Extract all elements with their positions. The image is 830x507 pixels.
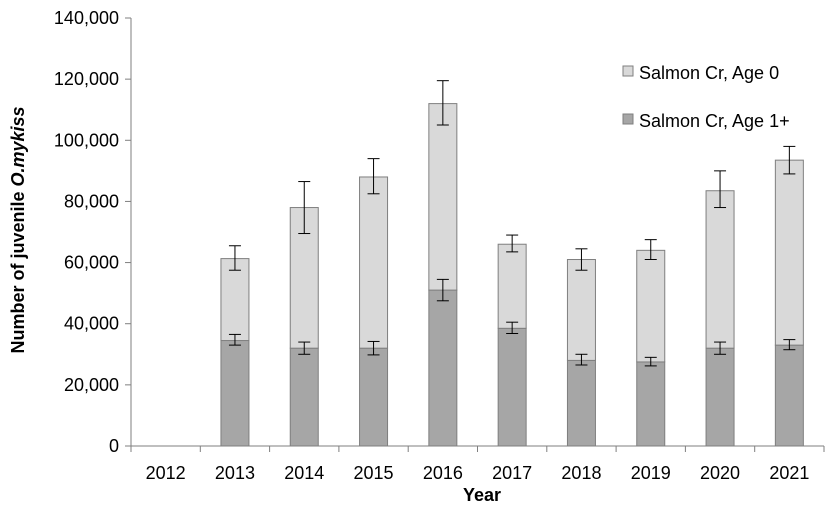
x-tick-label: 2016: [423, 463, 463, 483]
x-axis-title: Year: [463, 485, 501, 505]
y-axis-title-prefix: Number of juvenile: [8, 187, 28, 354]
bar-age-0: [220, 258, 250, 342]
error-bar: [436, 278, 449, 302]
y-ticks: 0 20,000 40,000 60,000 80,000 100,000 120,000 1…: [54, 8, 131, 456]
bar-age-0: [636, 249, 666, 363]
legend-swatch-age-0: [622, 65, 634, 77]
bar-age-0: [566, 259, 596, 361]
bar-age-1-plus: [705, 347, 735, 447]
legend-label-age-1-plus: Salmon Cr, Age 1+: [639, 111, 790, 131]
bar-age-0: [774, 159, 804, 346]
error-bar: [436, 80, 449, 126]
error-bar: [714, 341, 727, 355]
y-tick-label: 140,000: [54, 8, 119, 28]
error-bar: [367, 340, 380, 356]
error-bar: [228, 245, 241, 271]
y-tick-label: 0: [109, 436, 119, 456]
error-bar: [644, 239, 657, 261]
bar-age-0: [705, 190, 735, 349]
x-tick-label: 2014: [284, 463, 324, 483]
bar-age-0: [428, 103, 458, 291]
error-bar: [228, 333, 241, 346]
legend-label-age-0: Salmon Cr, Age 0: [639, 63, 779, 83]
bar-age-1-plus: [636, 361, 666, 447]
error-bar: [575, 353, 588, 366]
x-tick-label: 2018: [561, 463, 601, 483]
bar-age-1-plus: [566, 359, 596, 447]
y-tick-label: 100,000: [54, 130, 119, 150]
error-bar: [783, 339, 796, 351]
x-tick-label: 2019: [631, 463, 671, 483]
error-bar: [506, 321, 519, 334]
y-tick-label: 120,000: [54, 69, 119, 89]
bar-age-1-plus: [289, 347, 319, 447]
y-axis-title: Number of juvenile O.mykiss: [8, 106, 28, 353]
bar-age-0: [497, 243, 527, 329]
error-bar: [298, 341, 311, 355]
error-bar: [367, 158, 380, 195]
x-tick-label: 2015: [354, 463, 394, 483]
error-bar: [644, 356, 657, 367]
y-tick-label: 40,000: [64, 314, 119, 334]
y-tick-label: 20,000: [64, 375, 119, 395]
error-bar: [714, 170, 727, 209]
x-tick-label: 2020: [700, 463, 740, 483]
bar-age-0: [359, 176, 389, 349]
legend-swatch-age-1-plus: [622, 113, 634, 125]
x-tick-label: 2021: [769, 463, 809, 483]
error-bar: [783, 145, 796, 175]
bar-age-1-plus: [774, 344, 804, 447]
x-tick-label: 2013: [215, 463, 255, 483]
error-bars-layer: [228, 80, 796, 367]
legend: Salmon Cr, Age 0 Salmon Cr, Age 1+: [622, 63, 790, 131]
bar-age-1-plus: [497, 327, 527, 447]
y-tick-label: 60,000: [64, 253, 119, 273]
bar-age-1-plus: [359, 347, 389, 447]
x-ticks: 2012 2013 2014 2015 2016 2017 2018 2019 2020 2021: [130, 446, 825, 483]
y-tick-label: 80,000: [64, 191, 119, 211]
x-tick-label: 2017: [492, 463, 532, 483]
x-tick-label: 2012: [146, 463, 186, 483]
error-bar: [575, 248, 588, 271]
error-bar: [506, 234, 519, 253]
bars-layer: [220, 103, 804, 447]
bar-age-1-plus: [428, 289, 458, 447]
error-bar: [298, 181, 311, 235]
bar-age-1-plus: [220, 340, 250, 447]
y-axis-title-species: O.mykiss: [8, 106, 28, 186]
